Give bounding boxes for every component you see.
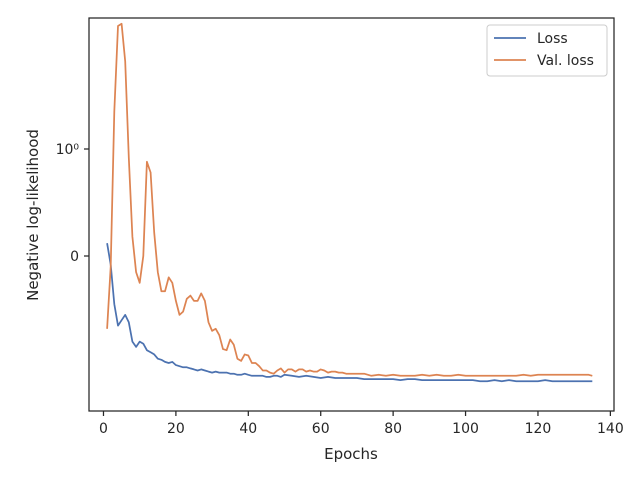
y-tick-label: 0 <box>70 249 79 265</box>
x-tick-label: 140 <box>597 421 624 437</box>
legend-val-loss-label: Val. loss <box>537 53 594 69</box>
y-axis-label: Negative log-likelihood <box>24 129 42 301</box>
x-tick-label: 120 <box>525 421 552 437</box>
x-tick-label: 80 <box>384 421 402 437</box>
plot-frame <box>88 17 615 412</box>
x-tick-label: 0 <box>99 421 108 437</box>
legend-loss-label: Loss <box>537 31 568 47</box>
y-tick-label: 10⁰ <box>56 142 80 158</box>
val-loss-series-line <box>106 22 593 377</box>
legend: Loss Val. loss <box>486 24 608 77</box>
x-tick-label: 40 <box>239 421 257 437</box>
x-tick-label: 60 <box>312 421 330 437</box>
plot-series <box>106 22 593 383</box>
x-tick-label: 20 <box>167 421 185 437</box>
y-axis: 10⁰ 0 <box>56 142 89 265</box>
loss-series-line <box>106 243 593 383</box>
x-axis: 0 20 40 60 80 100 120 140 <box>99 411 624 437</box>
x-axis-label: Epochs <box>324 445 378 463</box>
x-tick-label: 100 <box>452 421 479 437</box>
